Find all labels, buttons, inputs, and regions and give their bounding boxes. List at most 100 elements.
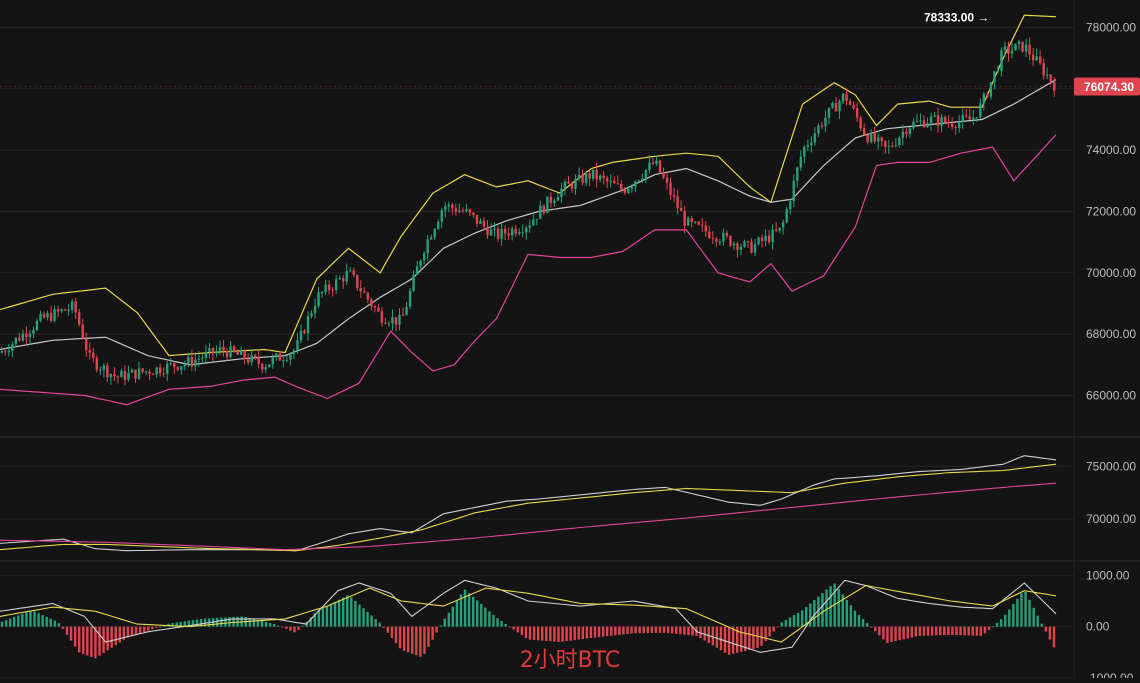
macd-bar [861,618,865,627]
candle-body [201,358,204,360]
macd-bar [439,625,442,627]
macd-bar [45,616,48,627]
macd-bar [772,626,775,632]
candle-body [514,228,517,234]
candle-body [577,174,581,180]
candle-body [954,126,957,128]
macd-bar [691,626,694,636]
candle-body [310,313,313,317]
candle-body [408,290,412,307]
candle-body [120,370,123,378]
macd-bar [995,622,999,627]
macd-bar [394,626,398,644]
macd-bar [658,626,662,633]
candle-body [915,121,919,123]
macd-bar [216,617,219,627]
macd-bar [744,626,747,651]
candle-body [419,260,422,267]
candle-body [151,374,155,376]
macd-bar [53,620,57,627]
macd-bar [350,597,353,627]
macd-bar [1004,614,1007,627]
macd-bar [358,604,361,627]
candle-body [345,270,348,282]
macd-bar [776,626,779,628]
candle-body [771,229,774,243]
candle-body [704,225,707,232]
macd-bar [934,626,938,636]
macd-bar [670,626,674,634]
macd-bar [114,626,117,646]
candle-body [662,172,665,178]
candle-body [1042,63,1045,76]
macd-bar [1020,593,1023,627]
macd-bar [740,626,743,652]
macd-bar [138,626,142,634]
macd-bar [13,616,16,627]
candle-body [338,278,341,280]
candle-body [99,369,102,371]
macd-bar [565,626,568,642]
candle-body [278,353,282,361]
candle-body [782,222,785,228]
candle-body [806,145,810,147]
macd-bar [918,626,922,636]
macd-bar [346,595,349,627]
candle-body [85,338,88,351]
macd-bar [890,626,893,643]
macd-bar [329,603,333,627]
bollinger-middle-line [0,79,1057,366]
candle-body [690,218,693,223]
macd-bar [1036,615,1039,627]
macd-bar [963,626,966,636]
macd-bar [232,616,235,627]
candle-body [961,115,964,122]
macd-bar [1016,598,1019,627]
candle-body [387,323,391,325]
macd-bar [61,626,65,630]
macd-bar [500,621,503,627]
candle-body [820,125,824,127]
candle-body [686,218,690,226]
macd-bar [431,626,434,640]
macd-bar [33,611,36,627]
macd-bar [277,625,280,627]
candle-body [979,103,982,118]
candle-body [901,131,905,138]
macd-bar [427,626,430,647]
candle-body [225,350,229,358]
bollinger-lower-line [0,134,1057,406]
macd-bar [947,626,950,635]
macd-bar [817,596,820,627]
candle-body [736,243,739,250]
macd-bar [999,619,1003,627]
macd-bar [447,612,450,627]
macd-bar [199,618,203,627]
macd-bar [57,623,61,627]
candle-body [862,128,866,135]
candle-body [39,313,42,321]
candle-body [774,229,778,231]
macd-bar [451,606,455,627]
candle-body [208,347,211,352]
macd-bar [175,622,178,627]
macd-bar [171,623,174,627]
candle-body [412,274,415,291]
candle-body [324,284,327,293]
macd-bar [796,612,800,627]
macd-bar [894,626,897,642]
candle-body [268,364,271,368]
candle-body [465,209,468,212]
candle-body [451,204,454,209]
macd-histogram [0,583,1056,659]
macd-bar [122,626,126,640]
macd-bar [593,626,597,638]
macd-bar [841,594,844,627]
candle-body [42,313,46,318]
macd-bar [662,626,666,633]
candle-body [708,231,711,238]
macd-bar [73,626,77,647]
macd-bar [902,626,905,640]
candle-body [609,180,612,182]
